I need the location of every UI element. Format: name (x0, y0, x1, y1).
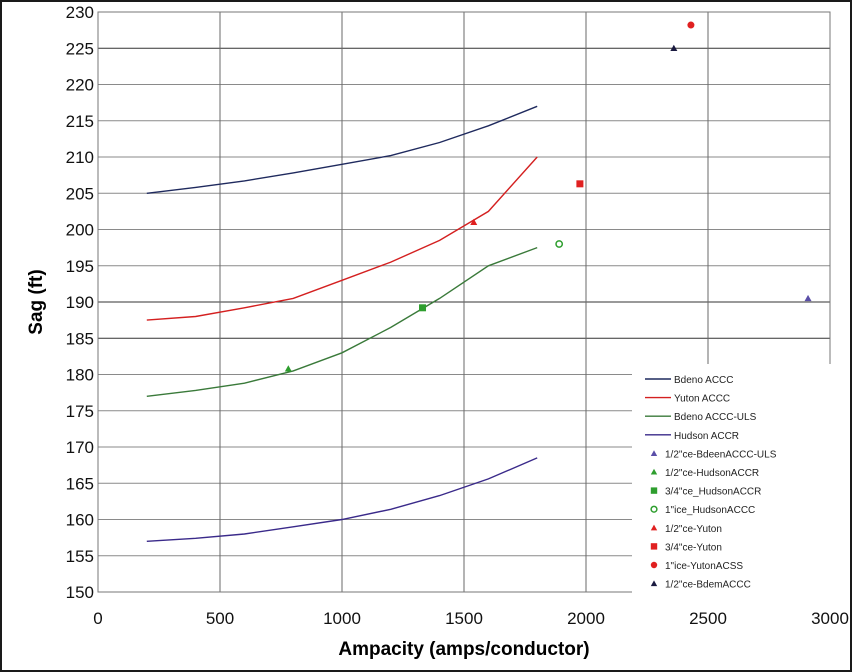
y-tick-label: 175 (66, 402, 94, 421)
series-line (146, 156, 538, 321)
marker-point (419, 304, 427, 312)
legend-swatch (650, 543, 658, 550)
y-tick-label: 230 (66, 3, 94, 22)
y-tick-label: 200 (66, 221, 94, 240)
x-tick-label: 2500 (689, 609, 727, 628)
legend-swatch (650, 561, 658, 569)
x-tick-label: 1000 (323, 609, 361, 628)
x-tick-label: 2000 (567, 609, 605, 628)
legend: Bdeno ACCC Yuton ACCC Bdeno ACCC-ULS Hudson… (632, 364, 832, 596)
legend-swatch (650, 524, 658, 531)
grid (97, 11, 831, 593)
legend-label: Yuton ACCC (674, 394, 730, 405)
y-tick-label: 205 (66, 184, 94, 203)
legend-label: 1"ice_HudsonACCC (665, 505, 755, 516)
legend-swatch (650, 505, 658, 513)
y-tick-label: 150 (66, 583, 94, 602)
y-axis-title: Sag (ft) (26, 269, 47, 334)
y-tick-label: 165 (66, 474, 94, 493)
x-tick-label: 0 (93, 609, 102, 628)
series-group (146, 105, 538, 542)
legend-label: Bdeno ACCC-ULS (674, 412, 757, 423)
y-tick-label: 160 (66, 511, 94, 530)
y-tick-label: 185 (66, 329, 94, 348)
series-line (146, 457, 538, 542)
marker-point (555, 240, 564, 248)
legend-label: 1/2"ce-Yuton (665, 524, 722, 535)
legend-swatch (650, 487, 658, 494)
legend-box (632, 364, 832, 596)
x-tick-label: 1500 (445, 609, 483, 628)
y-tick-label: 220 (66, 76, 94, 95)
marker-point (804, 294, 812, 302)
legend-swatch (650, 468, 658, 475)
marker-group (284, 21, 812, 372)
legend-label: 3/4"ce_HudsonACCR (665, 487, 761, 498)
legend-label: Bdeno ACCC (674, 375, 733, 386)
x-tick-label: 3000 (811, 609, 849, 628)
marker-point (284, 365, 292, 372)
marker-point (470, 218, 478, 226)
legend-label: 3/4"ce-Yuton (665, 542, 722, 553)
marker-point (576, 180, 584, 188)
y-tick-label: 180 (66, 366, 94, 385)
marker-point (670, 44, 678, 52)
x-axis-title: Ampacity (amps/conductor) (338, 639, 589, 660)
legend-label: 1"ice-YutonACSS (665, 561, 743, 572)
series-line (146, 105, 538, 194)
legend-swatch (650, 450, 658, 456)
y-tick-label: 195 (66, 257, 94, 276)
y-tick-label: 155 (66, 547, 94, 566)
legend-swatch (650, 580, 658, 587)
tick-labels: 150 155 160 165 170 175 180 185 190 195 200 205 210 2… (66, 3, 849, 628)
x-tick-label: 500 (206, 609, 234, 628)
y-tick-label: 170 (66, 438, 94, 457)
legend-label: 1/2"ce-BdeenACCC-ULS (665, 449, 777, 460)
y-tick-label: 190 (66, 293, 94, 312)
legend-label: 1/2"ce-BdemACCC (665, 580, 751, 591)
y-tick-label: 225 (66, 39, 94, 58)
series-line (146, 246, 538, 397)
y-tick-label: 215 (66, 112, 94, 131)
legend-label: 1/2"ce-HudsonACCR (665, 468, 759, 479)
plot-border (97, 11, 831, 593)
y-tick-label: 210 (66, 148, 94, 167)
marker-point (687, 21, 695, 29)
legend-label: Hudson ACCR (674, 431, 739, 442)
